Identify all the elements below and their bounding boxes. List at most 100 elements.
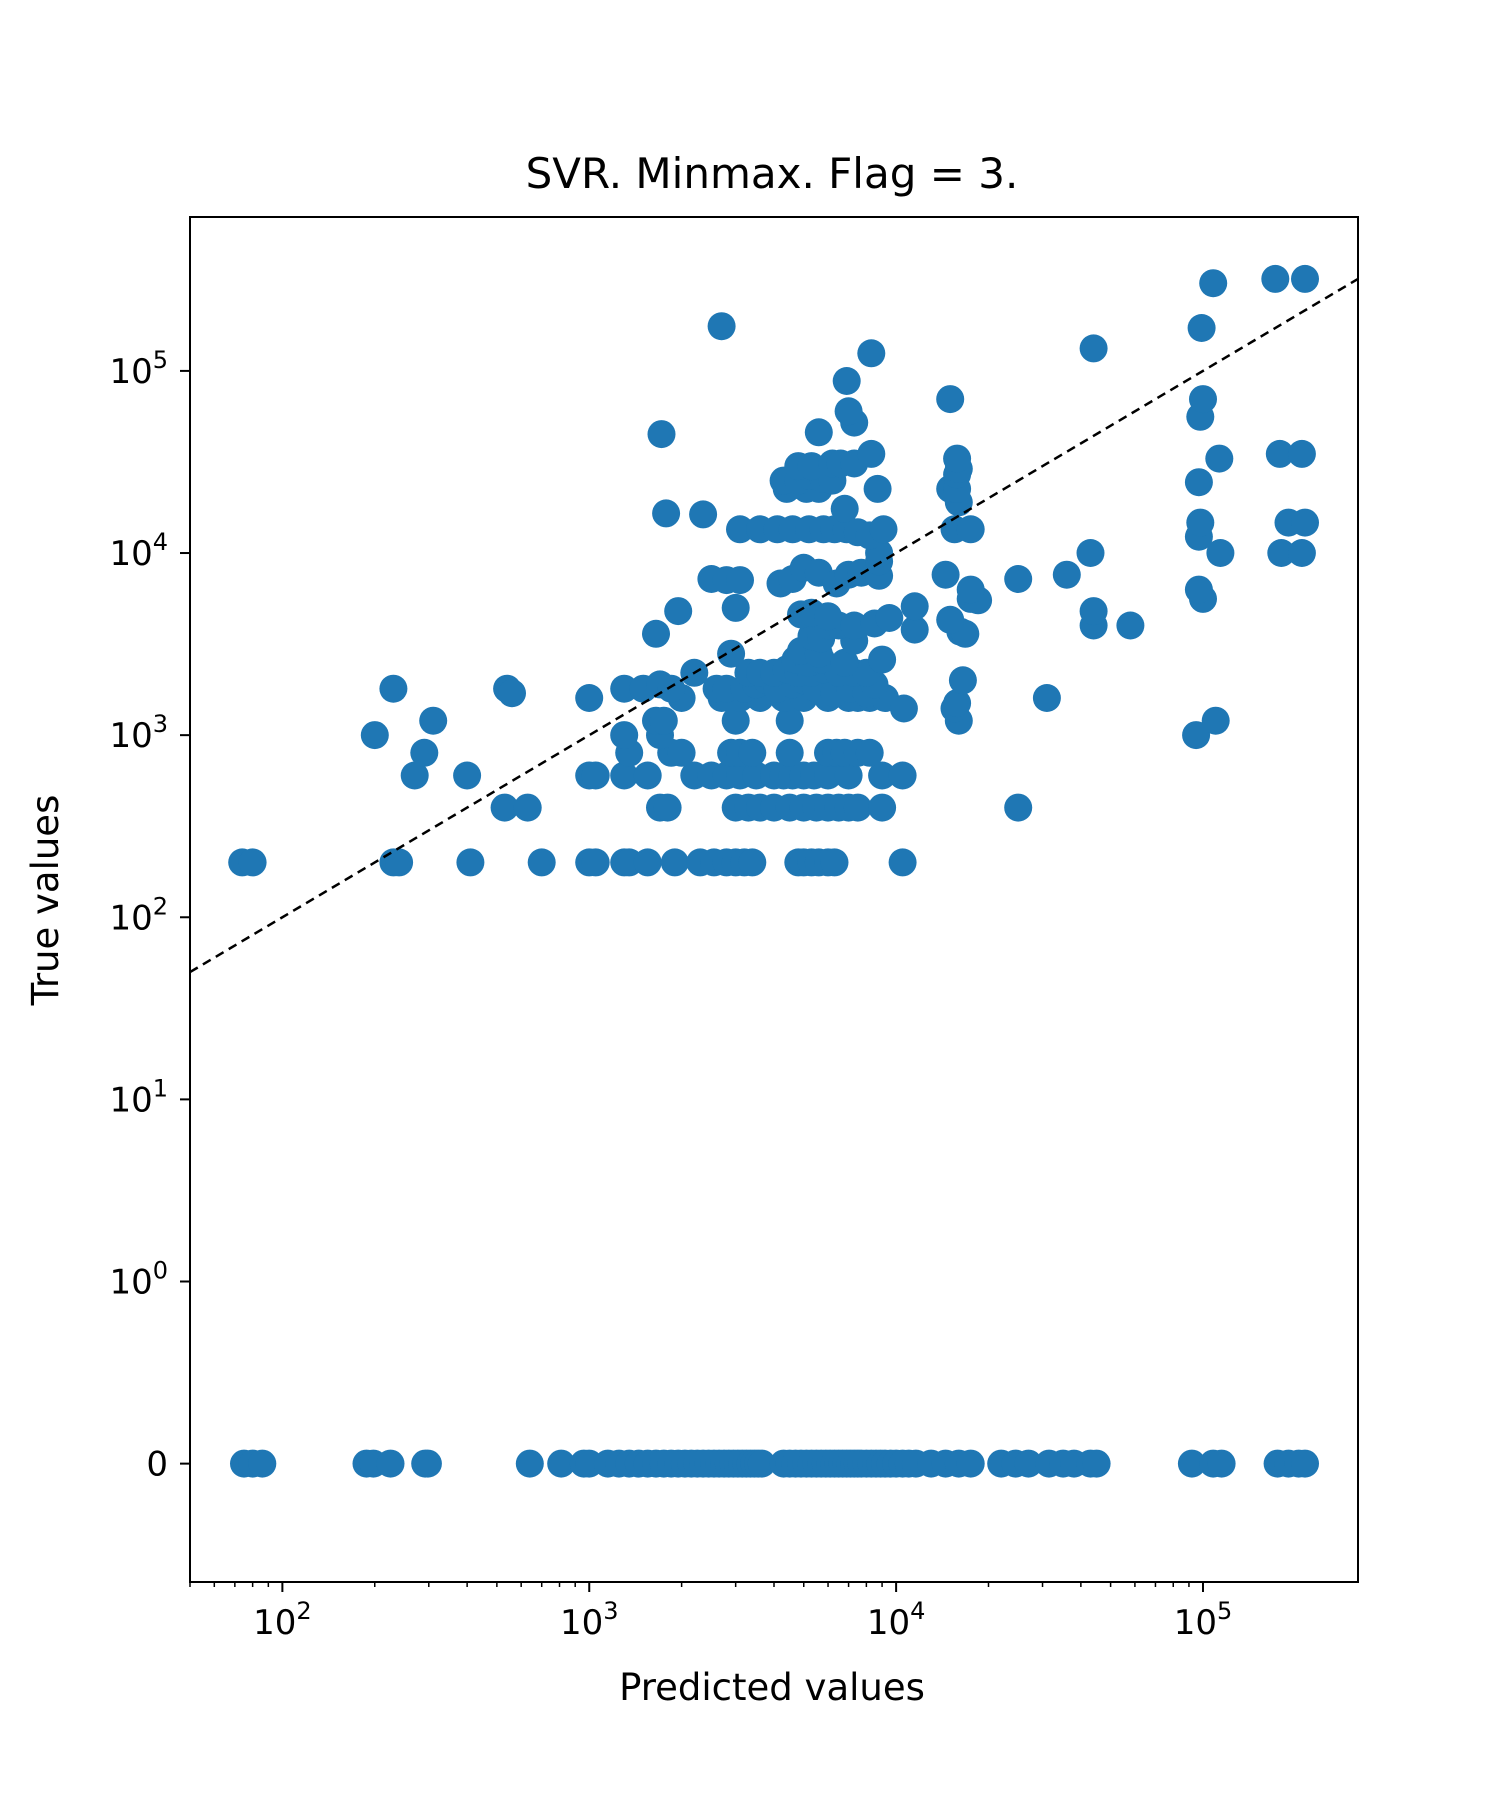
y-tick-label-exponent: 5 [153,346,168,374]
scatter-point [1116,611,1145,640]
scatter-point [667,738,696,767]
scatter-point [834,761,863,790]
scatter-point [900,615,929,644]
scatter-point [1079,597,1108,626]
scatter-points [228,264,1319,1478]
x-tick-label: 105 [1174,1597,1233,1643]
scatter-point [1052,560,1081,589]
y-tick-label-base: 10 [109,898,152,938]
scatter-point [1291,508,1319,537]
scatter-point [657,674,686,703]
scatter-point [649,706,678,735]
scatter-point [1004,565,1033,593]
scatter-point [943,444,972,473]
y-axis-label: True values [24,795,67,1007]
scatter-point [633,761,662,790]
scatter-point [1189,385,1217,414]
scatter-point [738,848,767,877]
x-tick-label-exponent: 4 [910,1597,925,1625]
scatter-point [1186,508,1215,537]
scatter-point [1261,264,1290,293]
y-tick-label: 101 [109,1074,168,1120]
scatter-point [410,738,439,767]
x-tick-label: 102 [253,1597,312,1643]
scatter-point [400,761,429,790]
scatter-point [868,761,897,790]
scatter-point [453,761,482,790]
x-axis-label: Predicted values [619,1666,925,1709]
scatter-point [1201,706,1230,735]
scatter-point [689,500,718,529]
chart-title: SVR. Minmax. Flag = 3. [526,149,1019,198]
scatter-point [610,761,639,790]
scatter-point [652,499,681,528]
scatter-point [413,1449,442,1478]
scatter-point [547,1449,576,1478]
scatter-point [1206,539,1235,567]
y-tick-label: 104 [109,528,168,574]
scatter-point [863,474,892,503]
scatter-point [888,761,917,790]
scatter-point [238,848,267,877]
scatter-point [1184,468,1213,497]
x-axis-ticks: 102 103 104 105 [189,1582,1233,1643]
x-tick-label-base: 10 [867,1603,910,1643]
scatter-point [1076,539,1105,567]
scatter-point [832,367,861,395]
scatter-point [360,721,389,750]
scatter-point [498,679,526,708]
scatter-point [956,575,985,604]
scatter-point [581,761,610,790]
y-tick-label: 103 [109,710,168,756]
scatter-point [775,706,804,735]
scatter-point [1187,314,1216,342]
scatter-point [1287,539,1316,567]
scatter-point [1291,264,1319,293]
scatter-point [948,666,977,695]
scatter-point [857,439,886,468]
scatter-point [1014,1449,1043,1478]
scatter-point [1182,721,1211,750]
scatter-point [875,604,904,632]
y-tick-label-base: 10 [109,1080,152,1120]
scatter-point [490,793,519,822]
scatter-point [868,793,897,822]
scatter-point [936,605,965,634]
x-tick-label-base: 10 [1174,1603,1217,1643]
y-tick-label-exponent: 3 [153,710,168,738]
scatter-point [869,515,898,544]
scatter-point [1205,444,1234,473]
scatter-point [726,515,754,544]
scatter-point [830,494,859,523]
y-tick-label-exponent: 4 [153,528,168,556]
scatter-point [855,738,884,767]
scatter-point [385,848,414,877]
scatter-point [647,420,676,449]
scatter-point [889,694,918,723]
scatter-point [581,848,610,877]
y-tick-label-base: 10 [109,352,152,392]
scatter-point [664,597,693,626]
scatter-point [820,848,849,877]
scatter-point [1082,1449,1111,1478]
y-tick-label-exponent: 1 [153,1074,168,1102]
scatter-point [1079,334,1108,363]
y-tick-label: 105 [109,346,168,392]
scatter-point [419,706,448,735]
scatter-point [248,1449,277,1478]
scatter-point [830,648,859,677]
scatter-point [814,602,842,631]
scatter-point [1207,1449,1236,1478]
scatter-point [1265,439,1294,468]
y-tick-label-exponent: 0 [153,1257,168,1285]
y-tick-label-base: 10 [109,1263,152,1303]
x-tick-label: 103 [560,1597,619,1643]
y-tick-label-base: 0 [146,1445,168,1485]
scatter-point [868,645,897,674]
scatter-point [775,738,804,767]
x-tick-label-base: 10 [253,1603,296,1643]
scatter-point [956,515,985,544]
scatter-point [1184,575,1213,604]
